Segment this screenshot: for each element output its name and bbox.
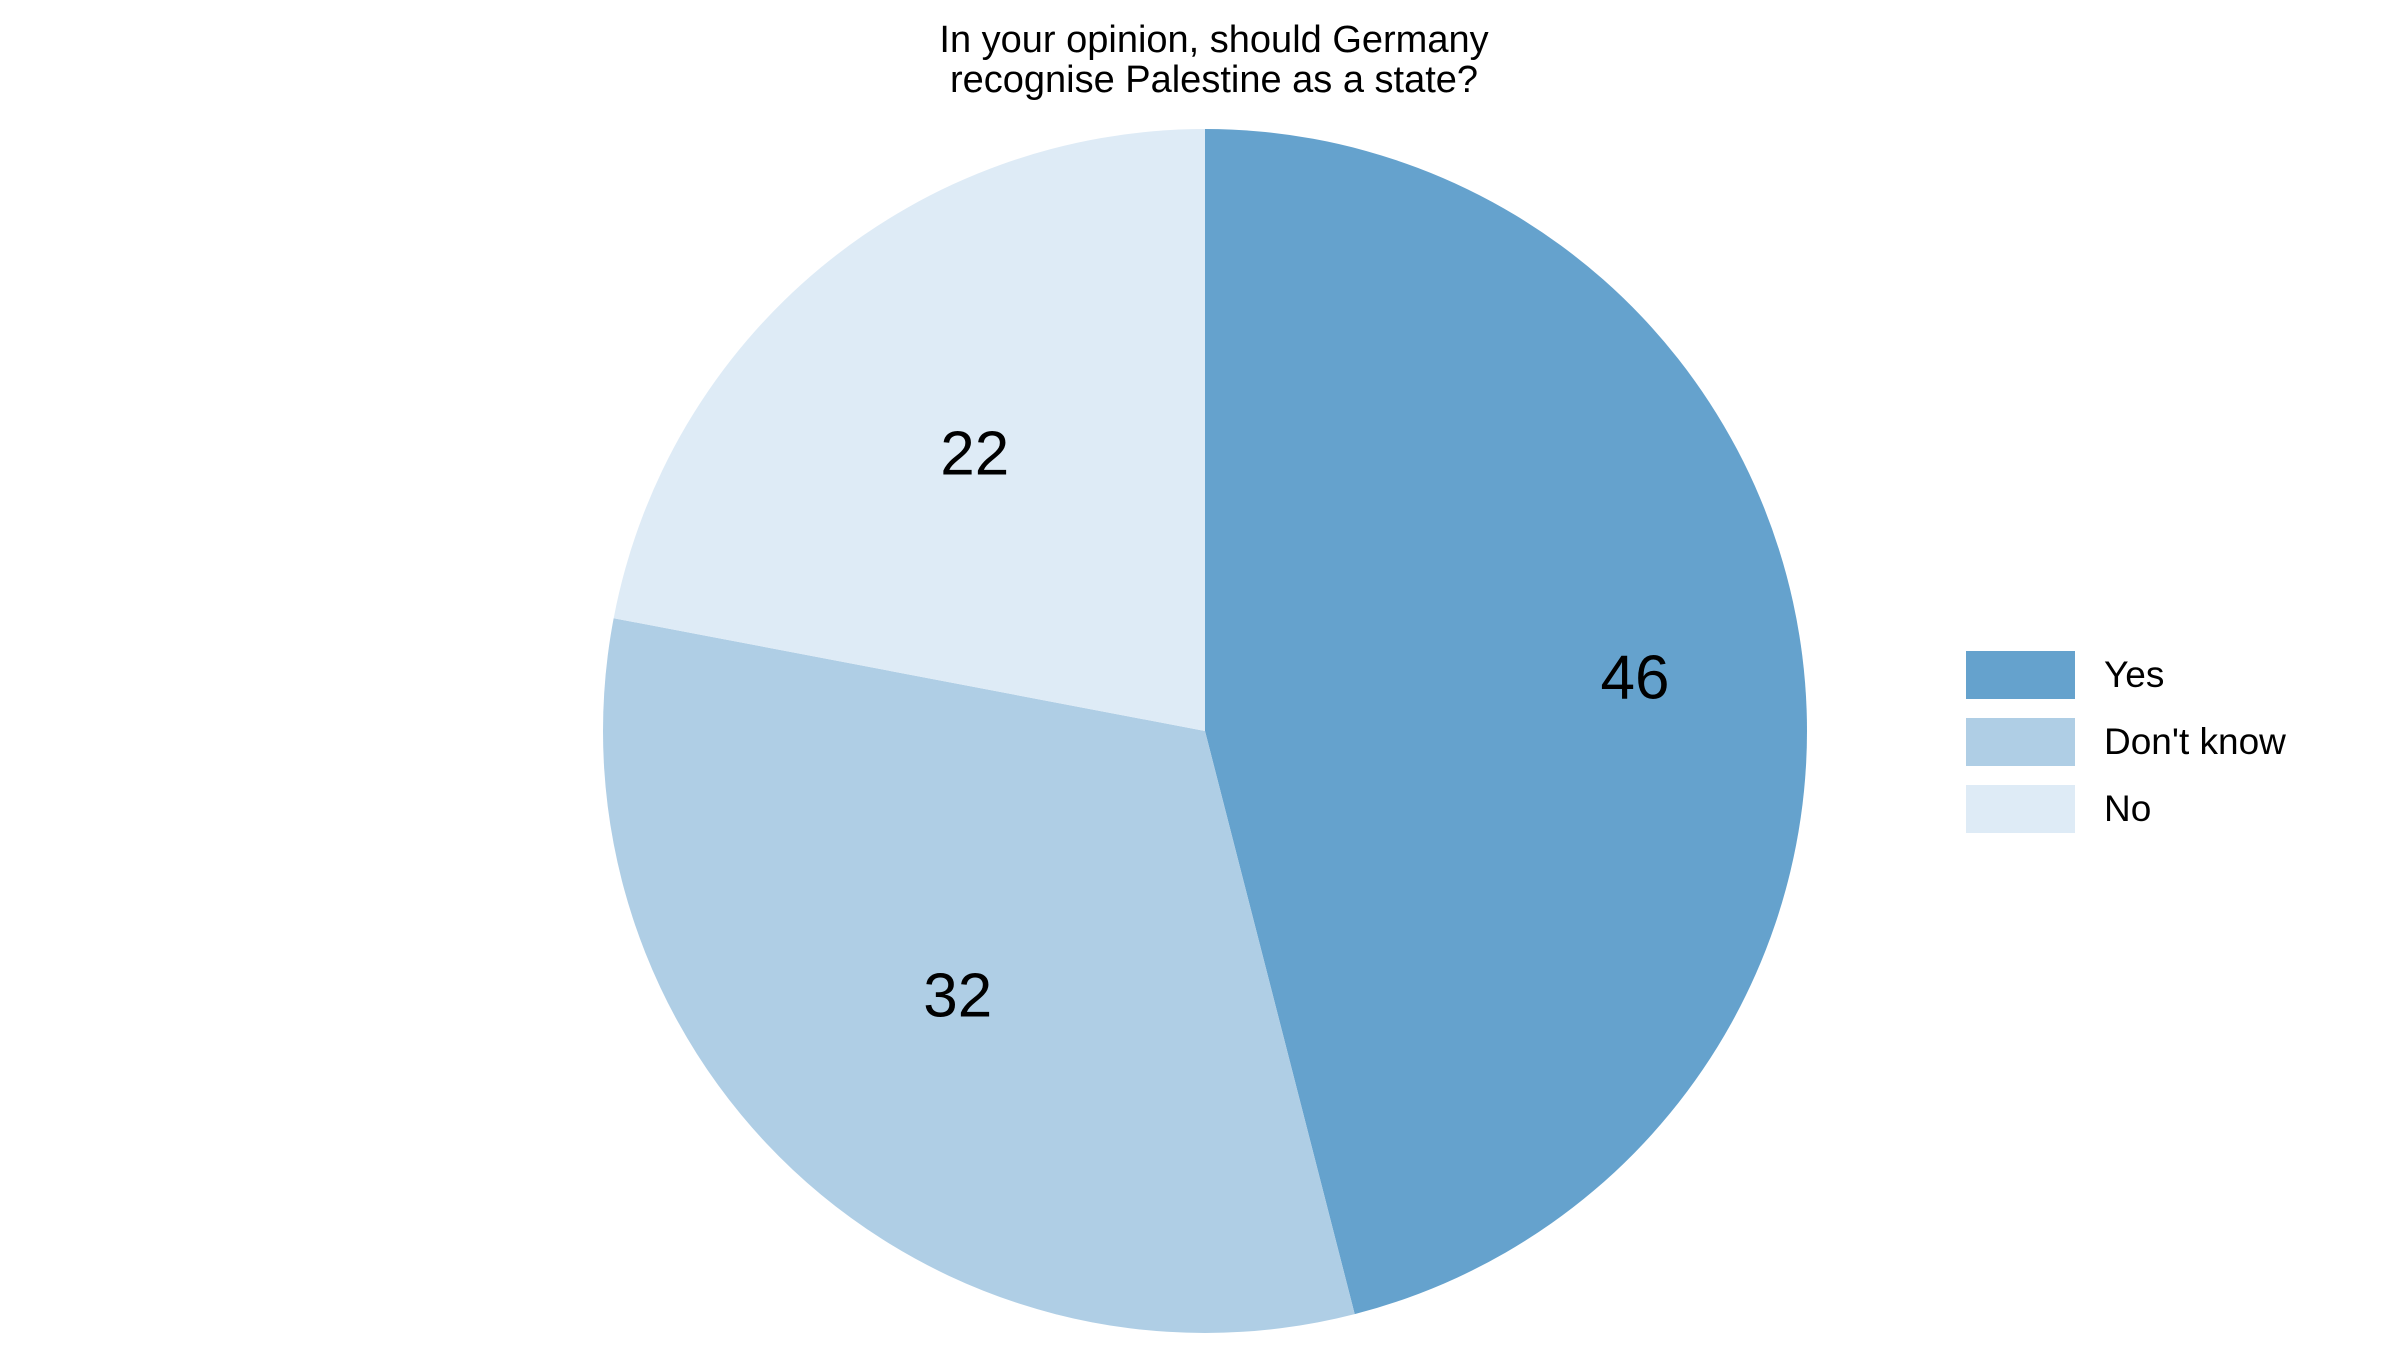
chart-title-line-2: recognise Palestine as a state? <box>949 59 1479 101</box>
chart-title-line-1: In your opinion, should Germany <box>939 19 1489 61</box>
legend-label-dont-know: Don't know <box>2104 720 2286 762</box>
legend: Yes Don't know No <box>1966 641 2286 842</box>
legend-item-no: No <box>1966 775 2286 842</box>
pie-slice-no <box>613 129 1205 731</box>
slice-label-yes: 46 <box>1601 644 1670 713</box>
chart-title: In your opinion, should Germany recognis… <box>814 20 1614 100</box>
legend-label-no: No <box>2104 787 2152 829</box>
legend-label-yes: Yes <box>2104 653 2165 695</box>
pie-slice-yes <box>1205 129 1807 1315</box>
legend-swatch-dont-know <box>1966 717 2075 766</box>
legend-swatch-yes <box>1966 650 2075 699</box>
pie-slice-dont-know <box>603 618 1355 1333</box>
slice-label-no: 22 <box>940 420 1009 489</box>
legend-item-dont-know: Don't know <box>1966 708 2286 775</box>
legend-swatch-no <box>1966 784 2075 833</box>
slice-label-dont-know: 32 <box>923 961 992 1030</box>
legend-item-yes: Yes <box>1966 641 2286 708</box>
